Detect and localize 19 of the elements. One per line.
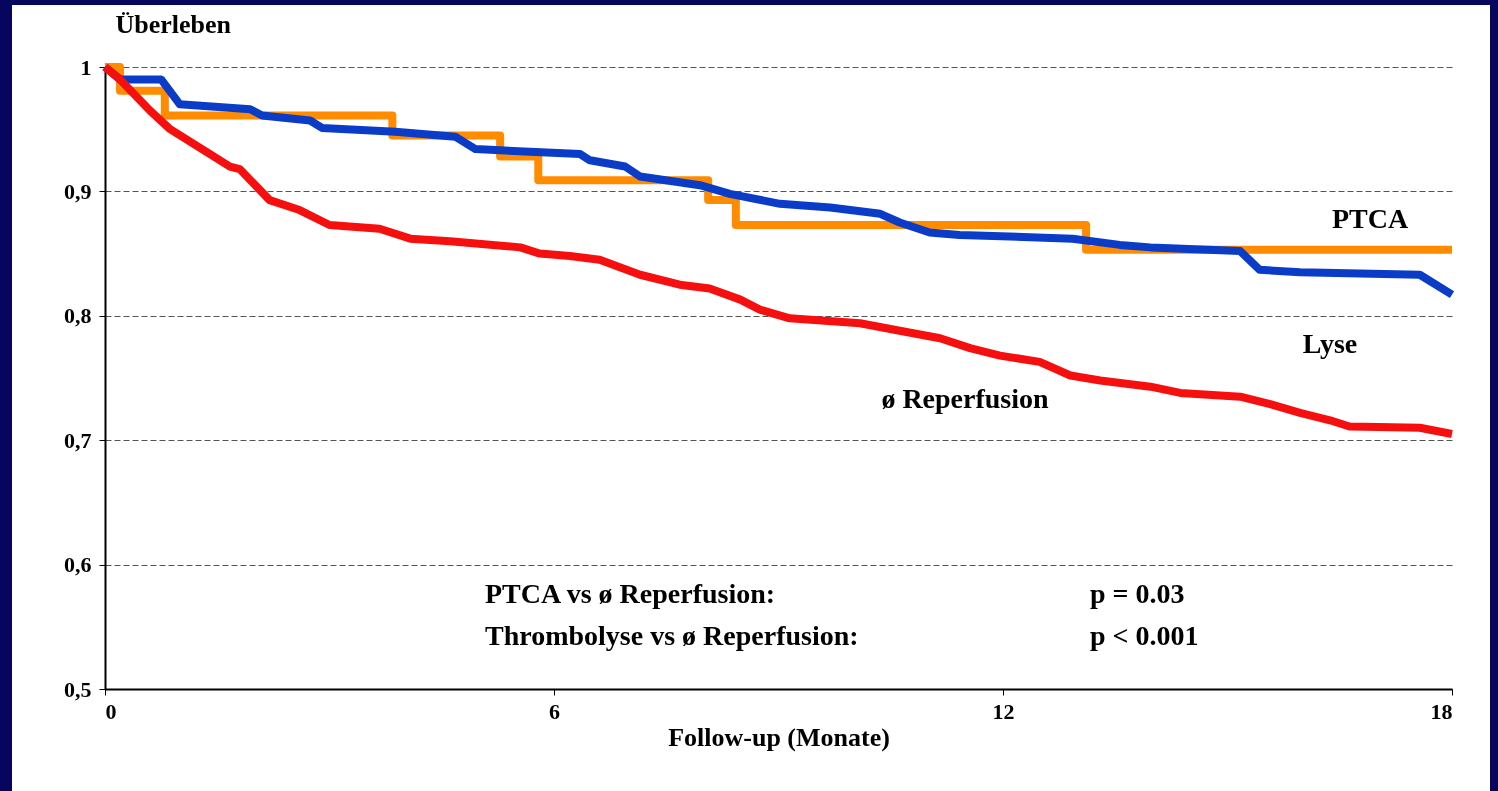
x-tick-label: 12 <box>992 698 1015 724</box>
y-tick-label: 0,5 <box>64 676 92 702</box>
series-label: Lyse <box>1302 328 1358 359</box>
y-tick-label: 0,8 <box>64 303 92 329</box>
annotation: p = 0.03 <box>1090 578 1185 609</box>
y-tick-label: 0,6 <box>64 552 92 578</box>
annotation: p < 0.001 <box>1090 620 1199 651</box>
series-label: PTCA <box>1331 203 1409 234</box>
annotation: Thrombolyse vs ø Reperfusion: <box>485 620 859 651</box>
x-axis-title: Follow-up (Monate) <box>668 722 890 752</box>
y-tick-label: 0,7 <box>64 427 92 453</box>
x-tick-label: 6 <box>549 698 560 724</box>
y-tick-label: 1 <box>80 54 92 80</box>
series-label: ø Reperfusion <box>881 383 1050 414</box>
x-tick-label: 18 <box>1430 698 1453 724</box>
y-tick-label: 0,9 <box>64 178 92 204</box>
x-tick-label: 0 <box>105 698 117 724</box>
y-axis-title: Überleben <box>115 9 232 39</box>
annotation: PTCA vs ø Reperfusion: <box>485 578 776 609</box>
